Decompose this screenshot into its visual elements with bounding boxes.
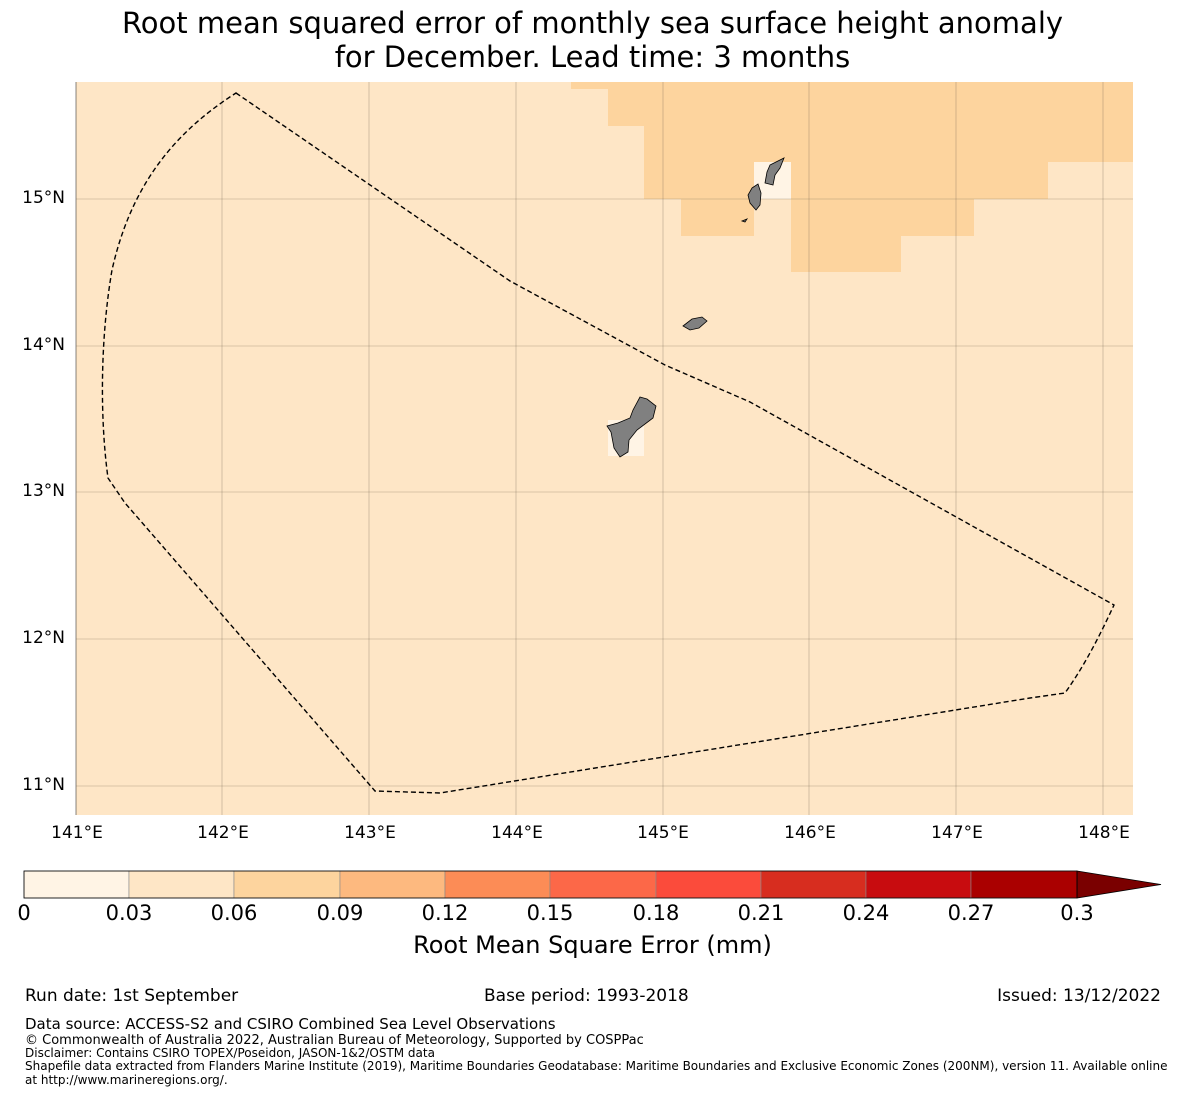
- base-period: Base period: 1993-2018: [484, 986, 689, 1006]
- lon-label-144e: 144°E: [491, 823, 543, 843]
- lat-label-14n: 14°N: [22, 335, 65, 355]
- colorbar-bin-3: [339, 870, 446, 899]
- lat-label-15n: 15°N: [22, 188, 65, 208]
- colorbar-tick-9: 0.27: [947, 901, 995, 925]
- lat-label-11n: 11°N: [22, 775, 65, 795]
- colorbar: [23, 870, 1162, 899]
- colorbar-extend-arrow: [1076, 870, 1162, 899]
- colorbar-bin-6: [655, 870, 762, 899]
- colorbar-tick-2: 0.06: [210, 901, 258, 925]
- colorbar-tick-4: 0.12: [421, 901, 469, 925]
- latitude-gridlines: [76, 198, 1133, 787]
- lon-label-143e: 143°E: [344, 823, 396, 843]
- lon-label-147e: 147°E: [931, 823, 983, 843]
- issued-date: Issued: 13/12/2022: [997, 986, 1161, 1006]
- shapefile-credit-line2: at http://www.marineregions.org/.: [25, 1073, 228, 1087]
- lon-label-148e: 148°E: [1078, 823, 1130, 843]
- lon-label-141e: 141°E: [51, 823, 103, 843]
- island-aguijan: [740, 218, 749, 223]
- island-rota: [682, 316, 708, 331]
- map-title-line1: Root mean squared error of monthly sea s…: [121, 6, 1064, 40]
- colorbar-bin-0: [23, 870, 130, 899]
- colorbar-bin-7: [760, 870, 867, 899]
- colorbar-bin-5: [549, 870, 657, 899]
- colorbar-tick-5: 0.15: [526, 901, 574, 925]
- island-saipan: [764, 157, 785, 186]
- island-guam: [606, 396, 657, 458]
- lon-label-145e: 145°E: [637, 823, 689, 843]
- copyright-notice: © Commonwealth of Australia 2022, Austra…: [25, 1033, 644, 1048]
- map-title-line2: for December. Lead time: 3 months: [334, 40, 851, 74]
- colorbar-tick-8: 0.24: [842, 901, 890, 925]
- colorbar-bin-8: [865, 870, 972, 899]
- colorbar-tick-6: 0.18: [632, 901, 680, 925]
- eez-boundary-line: [101, 92, 1115, 794]
- island-tinian: [747, 183, 762, 211]
- rmse-field-upper-region: [571, 82, 1133, 272]
- disclaimer: Disclaimer: Contains CSIRO TOPEX/Poseido…: [25, 1046, 435, 1060]
- lat-label-13n: 13°N: [22, 481, 65, 501]
- colorbar-tick-7: 0.21: [737, 901, 785, 925]
- map-panel: [75, 82, 1133, 815]
- colorbar-tick-10: 0.3: [1060, 901, 1094, 925]
- colorbar-label: Root Mean Square Error (mm): [413, 931, 772, 959]
- shapefile-credit-line1: Shapefile data extracted from Flanders M…: [25, 1059, 1168, 1073]
- colorbar-tick-3: 0.09: [316, 901, 364, 925]
- colorbar-bin-4: [444, 870, 551, 899]
- colorbar-bin-2: [233, 870, 341, 899]
- lon-label-146e: 146°E: [784, 823, 836, 843]
- colorbar-tick-1: 0.03: [105, 901, 153, 925]
- run-date: Run date: 1st September: [25, 986, 239, 1006]
- colorbar-tick-0: 0: [17, 901, 31, 925]
- lat-label-12n: 12°N: [22, 628, 65, 648]
- colorbar-bin-1: [128, 870, 235, 899]
- data-source: Data source: ACCESS-S2 and CSIRO Combine…: [25, 1015, 556, 1033]
- colorbar-bin-9: [970, 870, 1078, 899]
- lon-label-142e: 142°E: [197, 823, 249, 843]
